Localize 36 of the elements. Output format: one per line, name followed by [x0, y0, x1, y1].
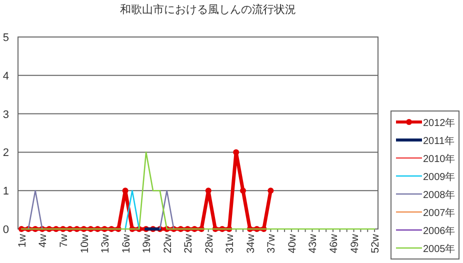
legend-label: 2005年	[423, 243, 456, 255]
point	[240, 188, 246, 194]
x-tick-label: 40w	[286, 234, 298, 254]
legend-label: 2012年	[423, 117, 456, 129]
x-tick-label: 46w	[328, 234, 340, 254]
legend-label: 2006年	[423, 225, 456, 237]
x-tick-label: 19w	[141, 234, 154, 254]
x-tick-label: 1w	[16, 234, 28, 248]
x-tick-label: 37w	[266, 234, 278, 254]
legend-label: 2007年	[423, 207, 456, 219]
y-tick-label: 1	[2, 186, 9, 198]
x-tick-label: 7w	[58, 234, 70, 248]
x-tick-label: 52w	[370, 234, 382, 254]
x-tick-label: 34w	[244, 234, 257, 254]
point	[233, 149, 240, 156]
x-tick-label: 25w	[182, 234, 195, 254]
x-tick-label: 28w	[203, 234, 216, 254]
y-tick-label: 3	[2, 108, 9, 121]
x-tick-label: 43w	[307, 234, 320, 254]
x-tick-label: 49w	[348, 234, 361, 254]
legend-label: 2010年	[423, 153, 456, 165]
y-tick-label: 4	[2, 70, 9, 82]
y-tick-label: 0	[2, 224, 9, 236]
chart-title: 和歌山市における風しんの流行状況	[120, 3, 296, 16]
point	[268, 188, 274, 194]
y-tick-label: 2	[2, 147, 9, 160]
x-tick-label: 16w	[120, 234, 132, 254]
y-tick-label: 5	[2, 32, 9, 44]
x-tick-label: 13w	[100, 234, 112, 254]
legend-label: 2008年	[423, 189, 456, 201]
legend-label: 2009年	[423, 171, 456, 183]
legend-label: 2011年	[423, 135, 455, 147]
x-tick-label: 4w	[37, 234, 50, 248]
x-tick-label: 22w	[162, 234, 174, 254]
x-tick-label: 10w	[78, 234, 91, 254]
x-tick-label: 31w	[224, 234, 236, 254]
